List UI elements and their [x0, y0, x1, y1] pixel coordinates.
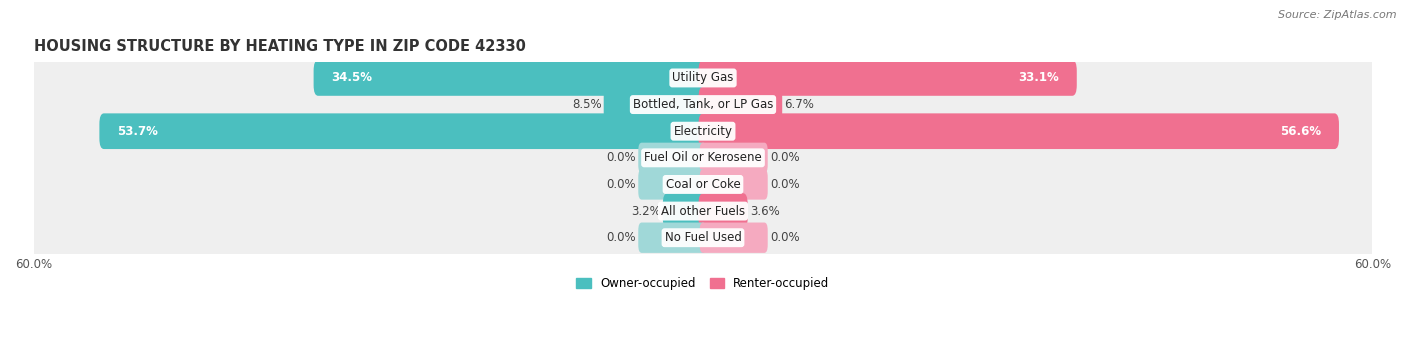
- FancyBboxPatch shape: [100, 113, 707, 149]
- FancyBboxPatch shape: [32, 167, 1374, 202]
- Text: Bottled, Tank, or LP Gas: Bottled, Tank, or LP Gas: [633, 98, 773, 111]
- FancyBboxPatch shape: [700, 143, 768, 173]
- Text: 34.5%: 34.5%: [332, 72, 373, 85]
- FancyBboxPatch shape: [638, 169, 706, 199]
- FancyBboxPatch shape: [603, 87, 707, 122]
- FancyBboxPatch shape: [32, 88, 1374, 122]
- Text: No Fuel Used: No Fuel Used: [665, 231, 741, 244]
- Text: 0.0%: 0.0%: [606, 178, 636, 191]
- Text: 33.1%: 33.1%: [1018, 72, 1059, 85]
- FancyBboxPatch shape: [32, 194, 1374, 228]
- Text: 3.6%: 3.6%: [749, 205, 779, 218]
- Text: All other Fuels: All other Fuels: [661, 205, 745, 218]
- FancyBboxPatch shape: [699, 87, 782, 122]
- FancyBboxPatch shape: [32, 221, 1374, 255]
- FancyBboxPatch shape: [700, 169, 768, 199]
- FancyBboxPatch shape: [662, 193, 707, 229]
- FancyBboxPatch shape: [314, 60, 707, 96]
- Text: 56.6%: 56.6%: [1279, 125, 1322, 138]
- Legend: Owner-occupied, Renter-occupied: Owner-occupied, Renter-occupied: [576, 277, 830, 290]
- Text: Coal or Coke: Coal or Coke: [665, 178, 741, 191]
- Text: 3.2%: 3.2%: [631, 205, 661, 218]
- Text: 0.0%: 0.0%: [770, 231, 800, 244]
- Text: 0.0%: 0.0%: [606, 231, 636, 244]
- FancyBboxPatch shape: [32, 141, 1374, 175]
- Text: Electricity: Electricity: [673, 125, 733, 138]
- FancyBboxPatch shape: [32, 114, 1374, 148]
- FancyBboxPatch shape: [638, 223, 706, 253]
- FancyBboxPatch shape: [699, 113, 1339, 149]
- FancyBboxPatch shape: [699, 60, 1077, 96]
- Text: HOUSING STRUCTURE BY HEATING TYPE IN ZIP CODE 42330: HOUSING STRUCTURE BY HEATING TYPE IN ZIP…: [34, 39, 526, 54]
- Text: 53.7%: 53.7%: [117, 125, 157, 138]
- Text: Utility Gas: Utility Gas: [672, 72, 734, 85]
- Text: 6.7%: 6.7%: [785, 98, 814, 111]
- FancyBboxPatch shape: [700, 223, 768, 253]
- Text: 0.0%: 0.0%: [770, 178, 800, 191]
- Text: 8.5%: 8.5%: [572, 98, 602, 111]
- FancyBboxPatch shape: [699, 193, 748, 229]
- Text: Source: ZipAtlas.com: Source: ZipAtlas.com: [1278, 10, 1396, 20]
- Text: 0.0%: 0.0%: [606, 151, 636, 164]
- FancyBboxPatch shape: [32, 61, 1374, 95]
- Text: 0.0%: 0.0%: [770, 151, 800, 164]
- Text: Fuel Oil or Kerosene: Fuel Oil or Kerosene: [644, 151, 762, 164]
- FancyBboxPatch shape: [638, 143, 706, 173]
